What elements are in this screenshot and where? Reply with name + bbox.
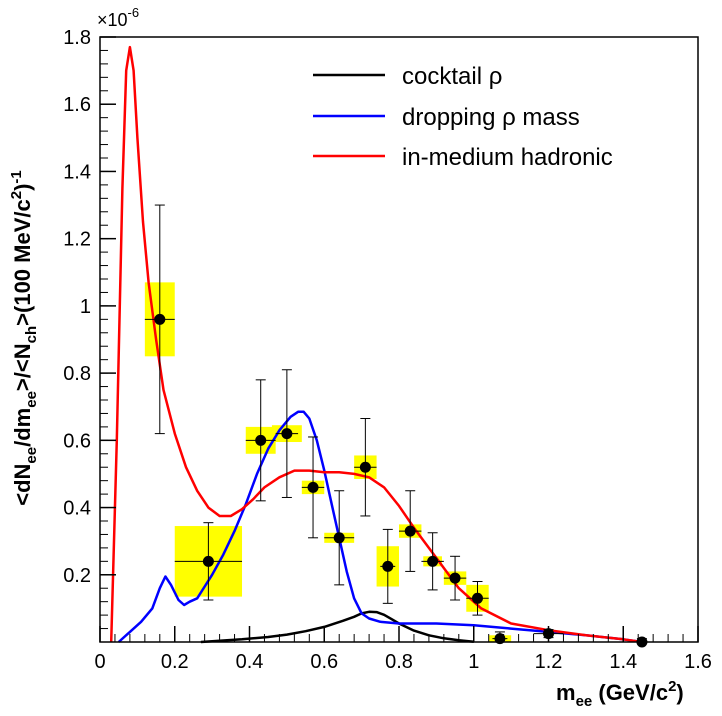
y-tick-label-2: 0.6 (63, 430, 91, 452)
y-axis-title: <dNee/dmee>/<Nch>(100 MeV/c2)-1 (8, 170, 40, 506)
legend-label-cocktail: cocktail ρ (402, 63, 502, 90)
y-tick-label-7: 1.6 (63, 94, 91, 116)
x-tick-label-5: 1 (468, 651, 479, 673)
curve-dropping-mass (117, 410, 643, 644)
y-tick-label-4: 1 (80, 296, 91, 318)
data-point-7 (382, 560, 394, 572)
plot-area: 0 0.2 0.4 0.6 0.8 1 1.2 1.4 1.6 0.2 0.4 0.6 0.8 1 1.2 1… (63, 27, 712, 673)
x-tick-label-6: 1.2 (535, 651, 563, 673)
data-point-3 (281, 428, 293, 440)
data-point-4 (307, 481, 319, 493)
y-tick-label-8: 1.8 (63, 27, 91, 49)
data-point-10 (449, 572, 461, 584)
x-tick-label-1: 0.2 (161, 651, 189, 673)
legend: cocktail ρ dropping ρ mass in-medium had… (313, 63, 613, 171)
data-point-9 (427, 555, 439, 567)
x-tick-label-4: 0.8 (385, 651, 413, 673)
y-multiplier: ×10-6 (97, 5, 139, 30)
x-tick-label-0: 0 (94, 651, 105, 673)
legend-label-in-medium: in-medium hadronic (402, 144, 613, 171)
data-point-1 (202, 555, 214, 567)
curve-cocktail- (200, 610, 474, 644)
x-tick-label-3: 0.6 (310, 651, 338, 673)
data-point-11 (471, 592, 483, 604)
y-tick-label-3: 0.8 (63, 363, 91, 385)
x-tick-label-7: 1.4 (609, 651, 637, 673)
legend-label-dropping: dropping ρ mass (402, 104, 580, 131)
x-tick-label-2: 0.4 (236, 651, 264, 673)
data-point-0 (154, 313, 166, 325)
data-point-5 (333, 532, 345, 544)
x-axis-title: mee (GeV/c2) (556, 678, 684, 710)
y-tick-label-6: 1.4 (63, 161, 91, 183)
x-tick-label-8: 1.6 (684, 651, 712, 673)
y-tick-label-0: 0.2 (63, 565, 91, 587)
y-tick-label-5: 1.2 (63, 229, 91, 251)
y-tick-label-1: 0.4 (63, 498, 91, 520)
data-point-2 (255, 434, 267, 446)
data-point-8 (404, 525, 416, 537)
data-point-6 (359, 461, 371, 473)
